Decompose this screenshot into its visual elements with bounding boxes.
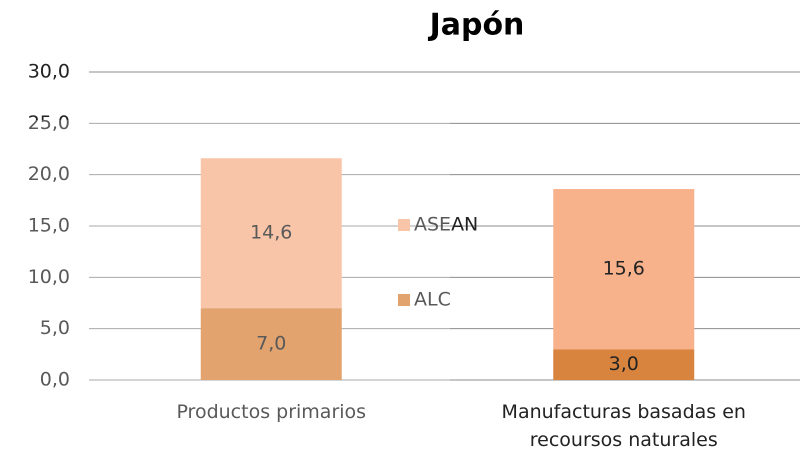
watermark-veil bbox=[0, 120, 450, 461]
chart-title: Japón bbox=[428, 8, 525, 43]
value-label: 3,0 bbox=[609, 353, 639, 375]
x-tick-label-box: Manufacturas basadas en recoursos natura… bbox=[454, 398, 794, 461]
y-tick-label: 30,0 bbox=[28, 61, 70, 83]
value-label: 15,6 bbox=[603, 258, 645, 280]
x-tick-label: Manufacturas basadas en recoursos natura… bbox=[454, 398, 794, 454]
chart: Japón 0,05,010,015,020,025,030,07,014,6P… bbox=[0, 0, 806, 461]
